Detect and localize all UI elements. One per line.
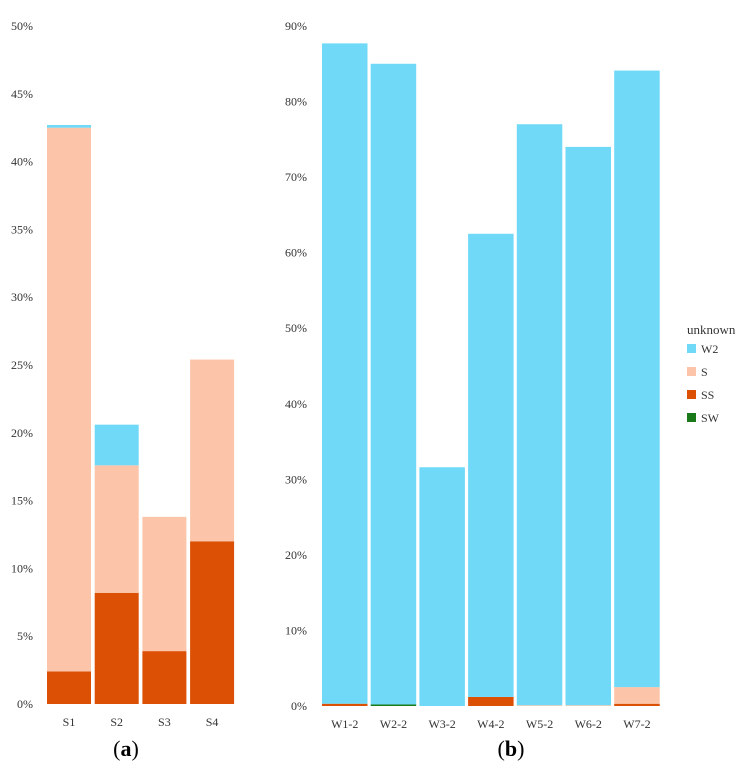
bar-segment-ss [614,703,660,706]
panel-label: (a) [113,736,139,761]
bar-segment-w2 [468,233,514,697]
y-tick-label: 40% [285,397,307,411]
panel-b-chart: 0% 10% 20% 30% 40% 50% 60% 70% 80% 90% W1-2 W2-2 W3-… [285,19,660,761]
bar-segment-w2 [565,146,611,706]
bar-segment-s [565,705,611,707]
y-tick-label: 10% [285,623,307,637]
legend-label-sw: SW [701,411,720,425]
bar-segment-w2 [322,43,368,704]
bar-segment-ss [94,592,139,704]
bar-segment-ss [468,696,514,706]
bar-segment-w2 [614,70,660,688]
x-tick-label: W6-2 [575,717,602,731]
bar-segment-s [190,359,235,542]
y-tick-label: 50% [285,321,307,335]
legend-label-w2: W2 [701,342,718,356]
x-tick-label: W5-2 [526,717,553,731]
legend-label-s: S [701,365,708,379]
y-tick-label: 15% [11,494,33,508]
y-tick-label: 35% [11,222,33,236]
legend-title: unknown [687,322,736,337]
y-tick-label: 20% [285,548,307,562]
legend-swatch-ss [687,390,696,399]
bar-segment-ss [142,651,187,704]
y-tick-label: 5% [17,629,33,643]
bar-segment-s [614,687,660,704]
y-tick-label: 0% [291,699,307,713]
x-tick-label: W3-2 [428,717,455,731]
bar-segment-ss [322,703,368,706]
y-tick-label: 40% [11,155,33,169]
bar-segment-w2 [516,124,563,706]
bar-segment-ss [47,671,91,704]
y-tick-label: 90% [285,19,307,33]
y-tick-label: 80% [285,95,307,109]
bar-segment-w2 [419,467,465,706]
y-tick-label: 0% [17,697,33,711]
bar-segment-w2 [47,124,91,128]
legend-label-ss: SS [701,388,714,402]
y-tick-label: 45% [11,87,33,101]
bar-segment-s [516,705,563,707]
y-tick-label: 50% [11,19,33,33]
x-tick-label: W7-2 [623,717,650,731]
legend-swatch-sw [687,413,696,422]
bar-segment-s [47,127,91,672]
bar-segment-s [94,465,139,593]
x-tick-label: S4 [206,715,219,729]
legend-swatch-w2 [687,344,696,353]
x-tick-label: W4-2 [477,717,504,731]
y-tick-label: 25% [11,358,33,372]
y-tick-label: 20% [11,426,33,440]
x-tick-label: S2 [110,715,123,729]
y-tick-label: 10% [11,561,33,575]
bar-segment-ss [190,541,235,704]
x-tick-label: W1-2 [331,717,358,731]
x-tick-label: S3 [158,715,171,729]
y-tick-label: 60% [285,246,307,260]
panel-a-chart: 0% 5% 10% 15% 20% 25% 30% 35% 40% 45% 50% S1 S2 S3 S4 (… [11,19,235,761]
y-tick-label: 70% [285,170,307,184]
y-tick-label: 30% [285,472,307,486]
legend-swatch-s [687,367,696,376]
bar-segment-s [142,516,187,652]
x-tick-label: S1 [63,715,76,729]
panel-label: (b) [498,736,525,761]
bar-segment-sw [370,704,417,706]
x-tick-label: W2-2 [380,717,407,731]
y-tick-label: 30% [11,290,33,304]
bar-segment-w2 [370,63,417,705]
bar-segment-w2 [94,424,139,466]
